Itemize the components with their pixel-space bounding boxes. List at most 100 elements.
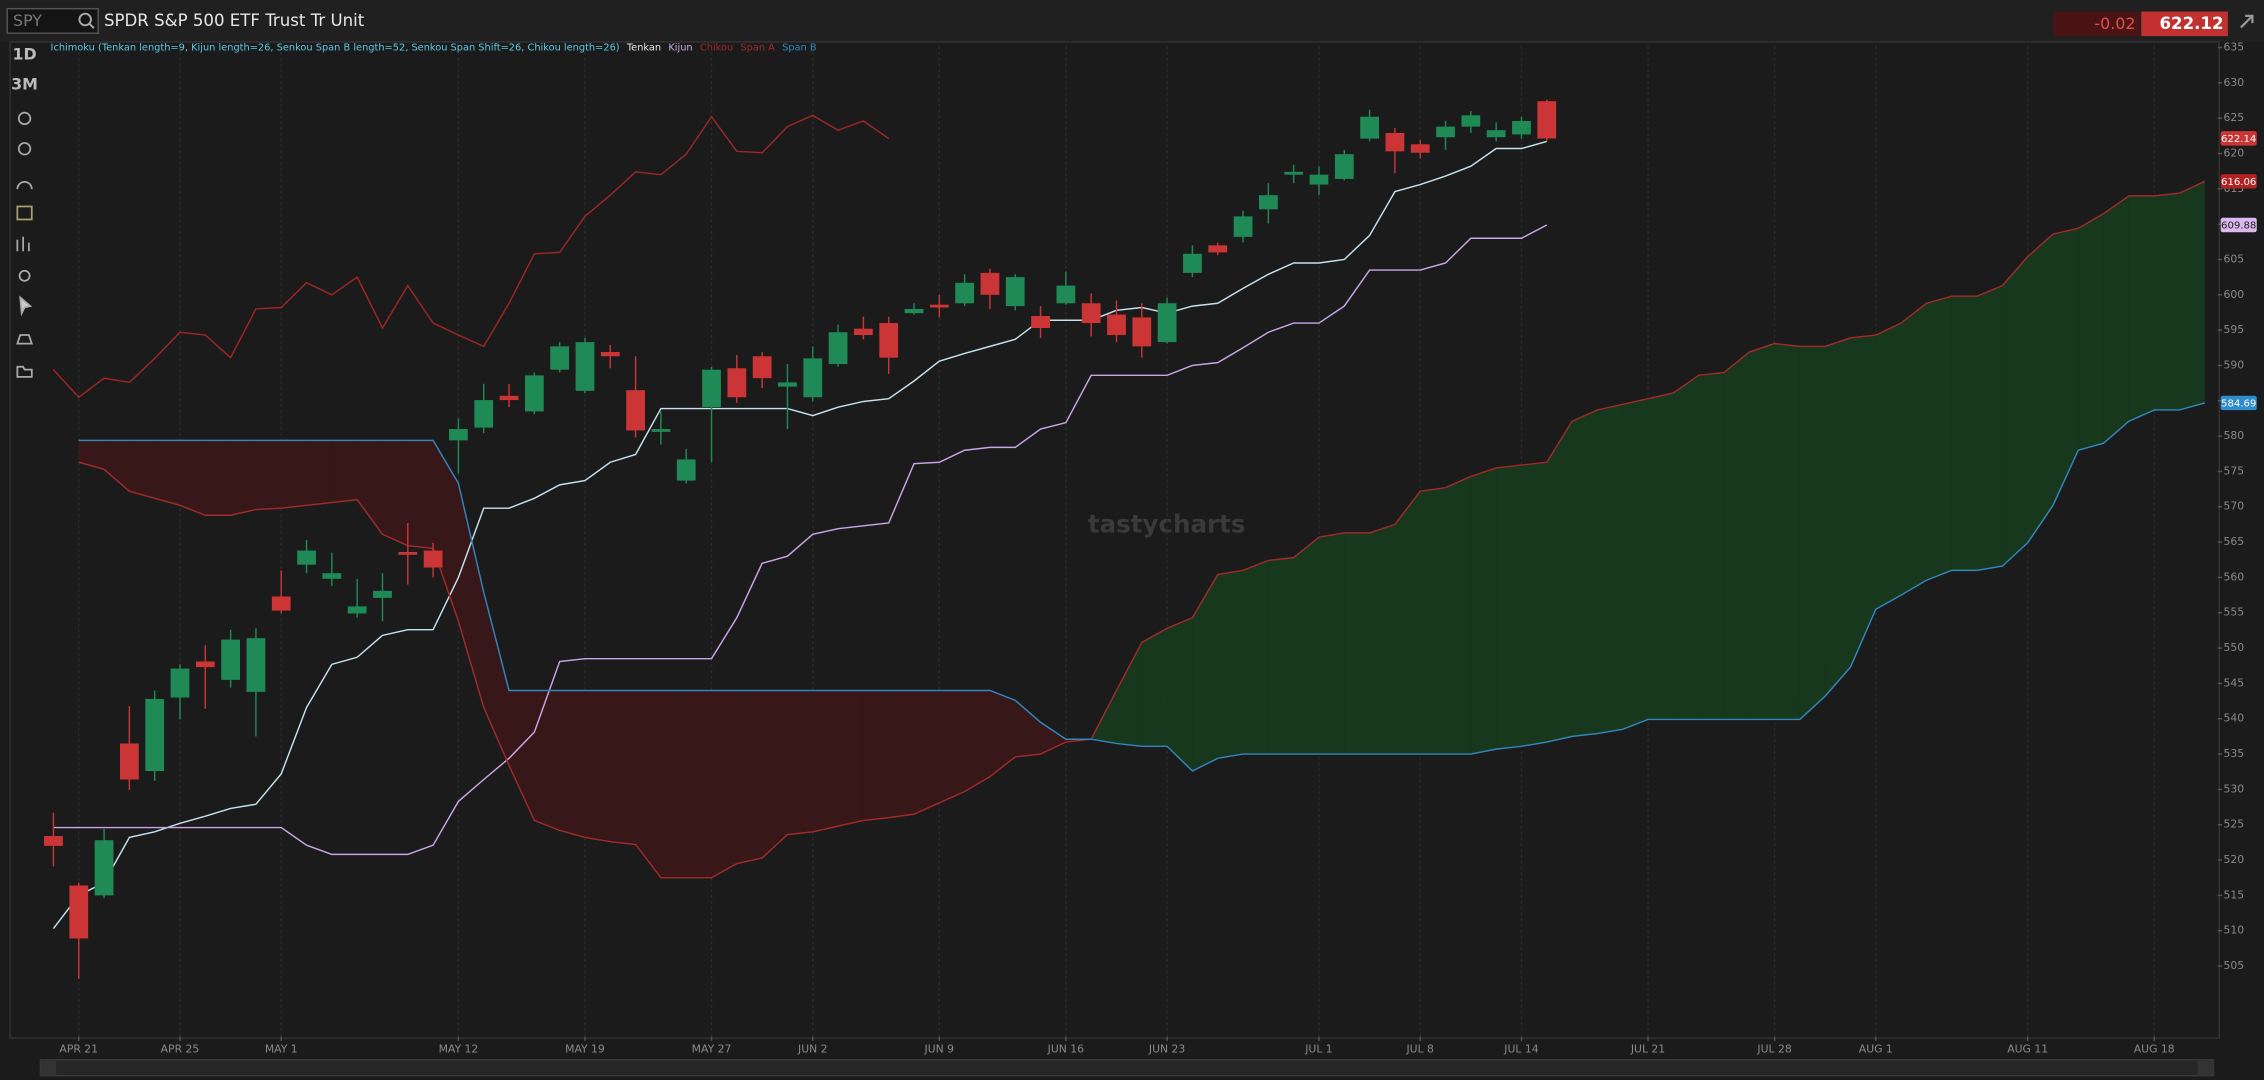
symbol-search[interactable] <box>6 7 99 34</box>
scroll-left[interactable] <box>40 1059 57 1076</box>
zoom-in-icon[interactable] <box>17 111 32 126</box>
cloud-fill <box>1673 375 1699 720</box>
candle-body <box>1233 216 1253 237</box>
cloud-fill <box>1496 465 1522 750</box>
candle-body <box>828 332 848 365</box>
candle-body <box>1132 317 1152 347</box>
plot-area: APR 21 APR 25 MAY 1 MAY 12 MAY 19 MAY 27 JUN 2… <box>44 40 2257 1056</box>
legend-entry: Kijun <box>668 43 692 54</box>
x-tick-label: JUN 9 <box>924 1043 955 1056</box>
cloud-fill <box>812 690 839 832</box>
candle-body <box>524 375 544 412</box>
y-tick-label: 525 <box>2224 818 2245 831</box>
candle-body <box>676 459 696 481</box>
cloud-fill <box>787 690 813 835</box>
chart-type-icon[interactable] <box>16 236 30 252</box>
change-box <box>2053 11 2140 37</box>
cloud-fill <box>1268 557 1294 755</box>
cloud-fill <box>2128 195 2155 422</box>
indicator-icon[interactable] <box>16 181 33 190</box>
y-tick-label: 570 <box>2224 500 2245 513</box>
x-tick-label: APR 25 <box>161 1043 200 1056</box>
candle-body <box>727 368 747 398</box>
folder-icon[interactable] <box>16 365 33 378</box>
y-tick-label: 520 <box>2224 853 2245 866</box>
cloud-fill <box>331 440 358 503</box>
settings-icon[interactable] <box>18 269 31 282</box>
cloud-fill <box>2002 256 2028 567</box>
cloud-fill <box>1344 532 1370 755</box>
cloud-fill <box>559 690 585 838</box>
candle-body <box>69 885 89 939</box>
x-tick-label: JUL 1 <box>1304 1043 1332 1056</box>
cloud-fill <box>711 690 737 878</box>
cloud-fill <box>914 690 940 815</box>
cloud-fill <box>1040 722 1066 755</box>
header-bar <box>0 0 2264 42</box>
cloud-fill <box>1167 617 1193 772</box>
cloud-fill <box>1217 570 1244 759</box>
cloud-fill <box>762 690 788 858</box>
cloud-fill <box>939 690 965 803</box>
candle-body <box>94 840 114 896</box>
cloud-fill <box>838 690 864 827</box>
search-icon[interactable] <box>78 12 92 27</box>
cloud-fill <box>888 690 915 818</box>
candle-body <box>499 395 519 401</box>
price-marker-label: 616.06 <box>2221 177 2256 188</box>
timeframe-button[interactable]: 1D <box>12 44 36 63</box>
candle-body <box>322 573 342 579</box>
price-box <box>2141 11 2228 37</box>
cloud-fill <box>1192 574 1218 772</box>
scrollbar[interactable] <box>39 1059 2215 1077</box>
cloud-fill <box>1470 467 1497 755</box>
cloud-fill <box>736 690 763 864</box>
cloud-fill <box>1521 462 1547 747</box>
cloud-fill <box>230 440 256 516</box>
cloud-fill <box>433 440 459 622</box>
candle-body <box>1334 154 1354 179</box>
cloud-fill <box>382 440 408 546</box>
cloud-fill <box>1850 335 1876 668</box>
cloud-fill <box>281 440 307 509</box>
cloud-fill <box>129 440 155 499</box>
x-tick-label: JUN 23 <box>1148 1043 1186 1056</box>
cloud-fill <box>1293 537 1319 755</box>
price-marker-label: 584.69 <box>2221 399 2256 410</box>
zoom-out-icon[interactable] <box>17 142 32 156</box>
cloud-fill <box>635 690 661 878</box>
cloud-fill <box>534 690 560 831</box>
y-tick-label: 540 <box>2224 712 2245 725</box>
symbol-input[interactable]: SPY <box>13 11 42 30</box>
cloud-fill <box>1648 393 1674 720</box>
popout-icon[interactable] <box>2240 14 2254 29</box>
candle-body <box>221 639 241 680</box>
x-tick-label: APR 21 <box>59 1043 98 1056</box>
layers-icon[interactable] <box>16 334 33 345</box>
cloud-fill <box>2154 193 2180 410</box>
price-marker <box>2220 131 2257 146</box>
cloud-fill <box>1141 628 1168 747</box>
cursor-icon[interactable] <box>19 295 33 317</box>
cloud-fill <box>1116 642 1142 747</box>
x-tick-label: MAY 19 <box>565 1043 605 1056</box>
y-tick-label: 535 <box>2224 747 2245 760</box>
candle-body <box>1056 285 1076 304</box>
candle-body <box>929 304 949 308</box>
y-tick-label: 505 <box>2224 959 2245 972</box>
cloud-fill <box>863 690 889 821</box>
cloud-fill <box>1749 343 1775 720</box>
x-tick-label: JUN 2 <box>797 1043 828 1056</box>
candle-body <box>1081 303 1101 324</box>
y-tick-label: 530 <box>2224 782 2245 795</box>
candle-body <box>44 836 63 846</box>
scroll-right[interactable] <box>2197 1059 2214 1076</box>
cloud-fill <box>1015 700 1041 757</box>
x-tick-label: MAY 1 <box>265 1043 298 1056</box>
y-tick-label: 580 <box>2224 429 2245 442</box>
candle-body <box>423 550 443 568</box>
drawing-icon[interactable] <box>16 205 33 221</box>
candle-body <box>1385 132 1405 152</box>
timeframe-button[interactable]: 3M <box>11 75 38 94</box>
candle-body <box>575 342 595 391</box>
